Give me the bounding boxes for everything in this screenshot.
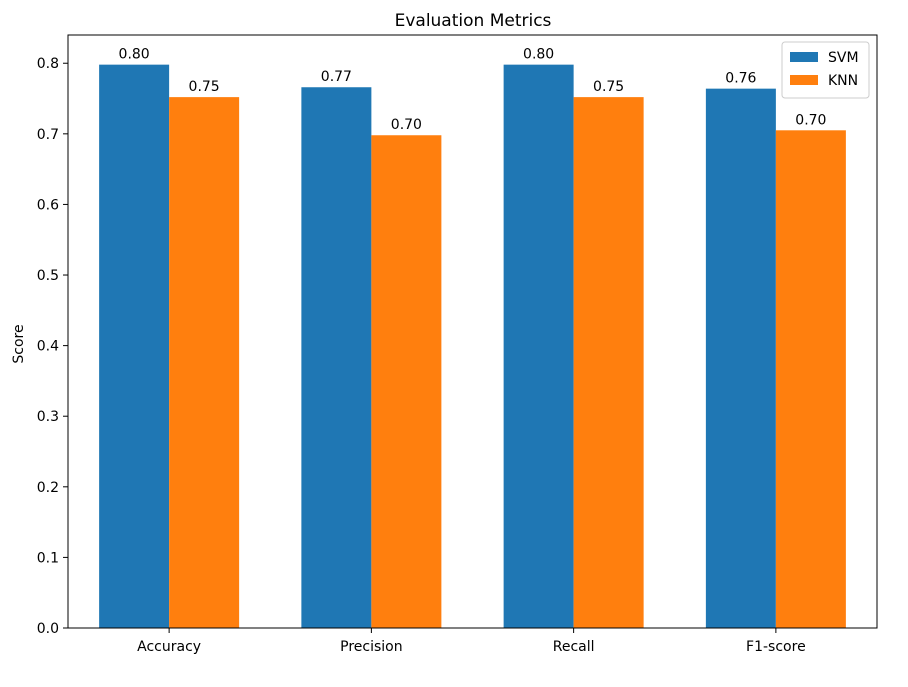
y-tick-label: 0.3 xyxy=(37,409,59,425)
x-axis: Accuracy Precision Recall F1-score xyxy=(137,628,806,655)
plot-frame xyxy=(67,34,878,629)
legend-swatch-svm xyxy=(790,52,818,62)
data-label-knn-f1-score: 0.70 xyxy=(795,112,826,128)
y-tick-label: 0.5 xyxy=(37,268,59,284)
chart-title: Evaluation Metrics xyxy=(395,11,552,31)
bar-knn-recall xyxy=(573,97,644,629)
y-axis-label: Score xyxy=(11,324,27,363)
bar-knn-accuracy xyxy=(169,97,240,629)
data-label-svm-recall: 0.80 xyxy=(523,47,554,63)
legend-label-svm: SVM xyxy=(828,50,859,66)
y-tick-label: 0.4 xyxy=(37,339,59,355)
x-tick-label: F1-score xyxy=(746,639,806,655)
x-tick-label: Precision xyxy=(340,639,402,655)
y-tick-label: 0.2 xyxy=(37,480,59,496)
bar-knn-f1-score xyxy=(775,130,846,628)
bar-svm-f1-score xyxy=(705,88,776,628)
data-label-knn-accuracy: 0.75 xyxy=(189,79,220,95)
legend-swatch-knn xyxy=(790,75,818,85)
data-label-knn-precision: 0.70 xyxy=(391,117,422,133)
y-axis: 0.0 0.1 0.2 0.3 0.4 0.5 0.6 0.7 0.8 xyxy=(37,56,68,637)
y-tick-label: 0.0 xyxy=(37,621,59,637)
y-tick-label: 0.1 xyxy=(37,550,59,566)
bar-svm-accuracy xyxy=(99,64,170,628)
bar-group xyxy=(99,64,846,629)
data-label-svm-accuracy: 0.80 xyxy=(119,47,150,63)
legend-label-knn: KNN xyxy=(828,73,858,89)
bar-knn-precision xyxy=(371,135,442,628)
data-label-svm-precision: 0.77 xyxy=(321,69,352,85)
y-tick-label: 0.6 xyxy=(37,197,59,213)
y-tick-label: 0.8 xyxy=(37,56,59,72)
data-label-svm-f1-score: 0.76 xyxy=(725,71,756,87)
x-tick-label: Recall xyxy=(553,639,595,655)
data-label-knn-recall: 0.75 xyxy=(593,79,624,95)
x-tick-label: Accuracy xyxy=(137,639,201,655)
bar-svm-recall xyxy=(503,64,574,628)
legend: SVM KNN xyxy=(781,41,870,99)
bar-svm-precision xyxy=(301,87,372,628)
y-tick-label: 0.7 xyxy=(37,127,59,143)
data-label-group: 0.80 0.75 0.77 0.70 0.80 0.75 0.76 0.70 xyxy=(119,47,827,134)
